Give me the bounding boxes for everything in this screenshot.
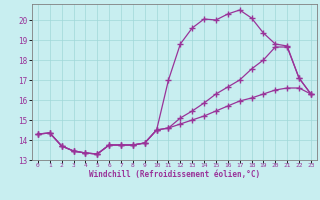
X-axis label: Windchill (Refroidissement éolien,°C): Windchill (Refroidissement éolien,°C) — [89, 170, 260, 179]
